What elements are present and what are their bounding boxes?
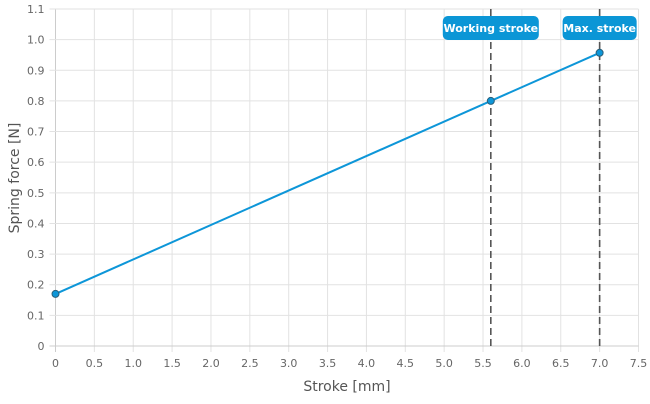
y-tick-label: 0.6 xyxy=(27,156,45,169)
y-tick-label: 0.4 xyxy=(27,217,45,230)
x-tick-label: 2.0 xyxy=(202,357,220,370)
y-axis-label: Spring force [N] xyxy=(7,123,23,234)
x-tick-label: 6.0 xyxy=(513,357,531,370)
x-tick-label: 7.5 xyxy=(630,357,648,370)
x-tick-label: 6.5 xyxy=(552,357,570,370)
x-axis-ticks: 0 0.5 1.0 1.5 2.0 2.5 3.0 3.5 4.0 4.5 5.0 5.5 6.0 6.5… xyxy=(52,357,647,370)
y-tick-label: 0.2 xyxy=(27,279,45,292)
y-tick-label: 1.0 xyxy=(27,34,45,47)
annotation-badge xyxy=(442,16,539,40)
y-tick-label: 0 xyxy=(38,340,45,353)
x-tick-label: 1.0 xyxy=(124,357,142,370)
x-tick-label: 0.5 xyxy=(86,357,104,370)
x-tick-label: 4.5 xyxy=(397,357,415,370)
annotation-badge xyxy=(562,16,637,40)
data-point xyxy=(51,289,60,298)
grid xyxy=(49,8,639,352)
y-tick-label: 1.1 xyxy=(27,3,45,16)
x-tick-label: 7.0 xyxy=(591,357,609,370)
y-axis-ticks: 0 0.1 0.2 0.3 0.4 0.5 0.6 0.7 0.8 0.9 1.0 1.1 xyxy=(27,3,45,353)
x-tick-label: 1.5 xyxy=(163,357,181,370)
x-tick-label: 2.5 xyxy=(241,357,259,370)
y-tick-label: 0.7 xyxy=(27,126,45,139)
x-tick-label: 5.5 xyxy=(474,357,492,370)
annotation-label: Max. stroke xyxy=(563,22,636,35)
data-point xyxy=(486,96,495,105)
y-tick-label: 0.5 xyxy=(27,187,45,200)
x-tick-label: 0 xyxy=(52,357,59,370)
x-tick-label: 5.0 xyxy=(435,357,453,370)
x-axis-label: Stroke [mm] xyxy=(303,379,390,395)
y-tick-label: 0.9 xyxy=(27,64,45,77)
x-tick-label: 3.0 xyxy=(280,357,298,370)
data-point xyxy=(595,48,604,57)
annotation-label: Working stroke xyxy=(443,22,538,35)
x-tick-label: 3.5 xyxy=(319,357,337,370)
series xyxy=(51,48,604,298)
y-tick-label: 0.8 xyxy=(27,95,45,108)
y-tick-label: 0.1 xyxy=(27,309,45,322)
x-tick-label: 4.0 xyxy=(358,357,376,370)
y-tick-label: 0.3 xyxy=(27,248,45,261)
annotations: Working stroke Max. stroke xyxy=(442,9,637,346)
